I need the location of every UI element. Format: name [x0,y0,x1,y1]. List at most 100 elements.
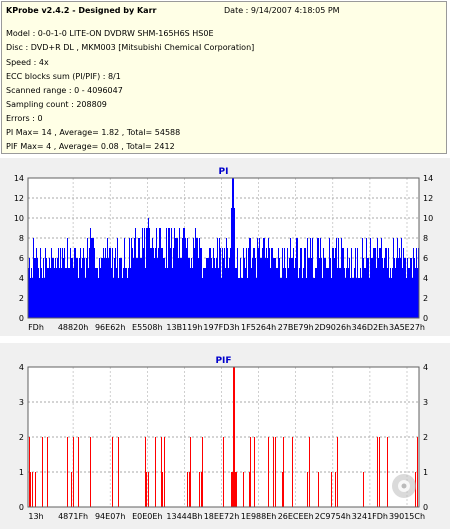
data-bar [35,258,36,318]
data-bar [57,258,58,318]
data-bar [121,258,122,318]
data-bar [189,472,190,507]
pi-chart-panel: 0 0 2 2 4 4 6 6 8 8 10 10 12 12 14 14 FDh 48820h 96E62h E55… [0,158,450,336]
data-bar [116,268,117,318]
data-bar [292,437,293,507]
data-bar [380,248,381,318]
data-bar [261,258,262,318]
y-tick-label-left: 6 [19,254,24,263]
data-bar [242,278,243,318]
data-bar [240,258,241,318]
data-bar [244,258,245,318]
data-bar [364,268,365,318]
pi-chart: 0 0 2 2 4 4 6 6 8 8 10 10 12 12 14 14 FDh 48820h 96E62h E55… [14,167,433,332]
data-bar [316,268,317,318]
data-bar [309,258,310,318]
data-bar [248,248,249,318]
data-bar [196,238,197,318]
data-bar [34,258,35,318]
data-bar [131,238,132,318]
x-tick-label: 3A5E27h [389,323,425,332]
data-bar [103,248,104,318]
data-bar [50,268,51,318]
data-bar [342,248,343,318]
data-bar [107,238,108,318]
data-bar [162,248,163,318]
data-bar [320,238,321,318]
data-bar [205,268,206,318]
data-bar [179,228,180,318]
data-bar [84,258,85,318]
data-bar [119,258,120,318]
y-tick-label-right: 6 [423,254,428,263]
data-bar [236,268,237,318]
data-bar [394,258,395,318]
data-bar [409,268,410,318]
data-bar [206,258,207,318]
data-bar [292,258,293,318]
data-bar [169,228,170,318]
data-bar [327,268,328,318]
data-bar [150,248,151,318]
data-bar [146,472,147,507]
data-bar [269,248,270,318]
data-bar [357,248,358,318]
data-bar [338,238,339,318]
data-bar [65,268,66,318]
data-bar [259,238,260,318]
x-tick-label: 96E62h [95,323,125,332]
data-bar [372,258,373,318]
data-bar [71,472,72,507]
data-bar [318,238,319,318]
data-bar [71,258,72,318]
data-bar [195,228,196,318]
data-bar [49,258,50,318]
data-bar [77,258,78,318]
data-bar [231,472,232,507]
data-bar [219,238,220,318]
data-bar [208,258,209,318]
data-bar [404,258,405,318]
data-bar [37,258,38,318]
data-bar [81,268,82,318]
data-bar [199,472,200,507]
data-bar [155,248,156,318]
data-bar [390,268,391,318]
data-bar [30,278,31,318]
data-bar [264,238,265,318]
data-bar [367,258,368,318]
data-bar [136,258,137,318]
data-bar [143,248,144,318]
data-bar [80,248,81,318]
data-bar [346,268,347,318]
data-bar [83,248,84,318]
data-bar [417,268,418,318]
y-tick-label-right: 0 [423,314,428,323]
info-disc: Disc : DVD+R DL , MKM003 [Mitsubishi Che… [6,43,255,52]
data-bar [190,437,191,507]
data-bar [58,248,59,318]
data-bar [201,472,202,507]
data-bar [73,437,74,507]
data-bar [100,268,101,318]
y-tick-label-right: 2 [423,294,428,303]
data-bar [301,248,302,318]
data-bar [304,248,305,318]
data-bar [406,278,407,318]
data-bar [202,437,203,507]
data-bar [212,268,213,318]
data-bar [309,437,310,507]
data-bar [389,278,390,318]
data-bar [64,248,65,318]
data-bar [191,258,192,318]
y-tick-label-right: 3 [423,398,428,407]
data-bar [31,268,32,318]
data-bar [375,248,376,318]
data-bar [72,258,73,318]
data-bar [370,238,371,318]
data-bar [255,258,256,318]
data-bar [361,278,362,318]
data-bar [318,472,319,507]
data-bar [33,238,34,318]
data-bar [120,258,121,318]
